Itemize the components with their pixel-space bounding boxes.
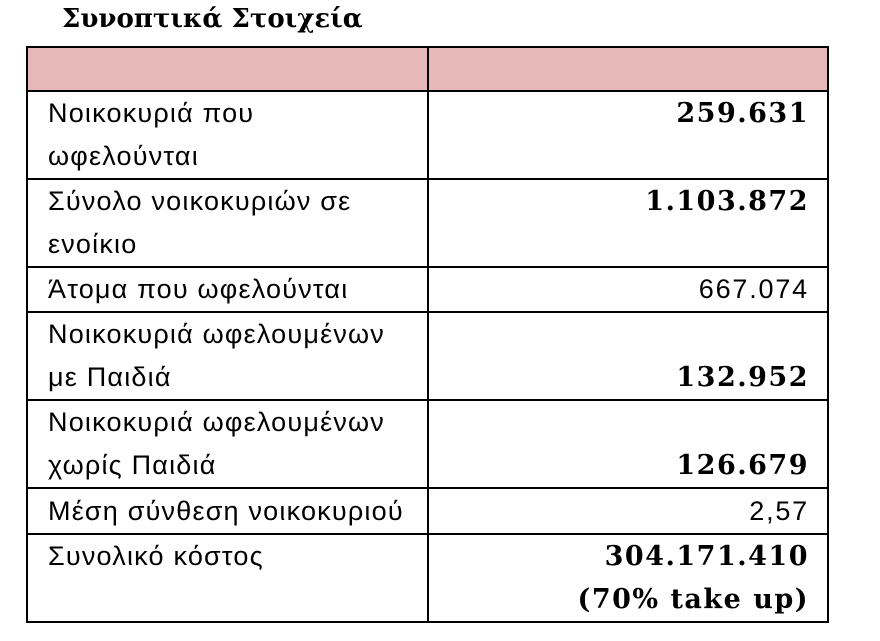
- label: Σύνολο νοικοκυριών σε ενοίκιο: [26, 178, 429, 268]
- label: Νοικοκυριά ωφελουμένων με Παιδιά: [26, 311, 429, 401]
- value: 126.679: [426, 399, 829, 489]
- value: 1.103.872: [426, 178, 829, 268]
- row: Νοικοκυριά που ωφελούνται 259.631: [26, 90, 829, 180]
- title: Συνοπτικά Στοιχεία: [62, 4, 363, 34]
- header-cell: [26, 46, 429, 92]
- value-note: (70% take up): [577, 584, 809, 615]
- value: 667.074: [426, 266, 829, 313]
- row: Άτομα που ωφελούνται 667.074: [26, 266, 829, 313]
- label: Νοικοκυριά ωφελουμένων χωρίς Παιδιά: [26, 399, 429, 489]
- row: Νοικοκυριά ωφελουμένων με Παιδιά 132.952: [26, 311, 829, 401]
- row: Συνολικό κόστος 304.171.410 (70% take up): [26, 533, 829, 623]
- label: Μέση σύνθεση νοικοκυριού: [26, 487, 429, 535]
- value-cell: 304.171.410 (70% take up): [426, 533, 829, 623]
- label: Άτομα που ωφελούνται: [26, 266, 429, 313]
- value: 259.631: [426, 90, 829, 180]
- value: 132.952: [426, 311, 829, 401]
- label: Νοικοκυριά που ωφελούνται: [26, 90, 429, 180]
- row: Σύνολο νοικοκυριών σε ενοίκιο 1.103.872: [26, 178, 829, 268]
- header-row: [26, 46, 829, 92]
- value: 304.171.410: [604, 541, 809, 572]
- row: Μέση σύνθεση νοικοκυριού 2,57: [26, 487, 829, 535]
- row: Νοικοκυριά ωφελουμένων χωρίς Παιδιά 126.6…: [26, 399, 829, 489]
- header-cell: [426, 46, 829, 92]
- value: 2,57: [426, 487, 829, 535]
- label: Συνολικό κόστος: [26, 533, 429, 623]
- summary-table: Νοικοκυριά που ωφελούνται 259.631 Σύνολο …: [26, 46, 829, 623]
